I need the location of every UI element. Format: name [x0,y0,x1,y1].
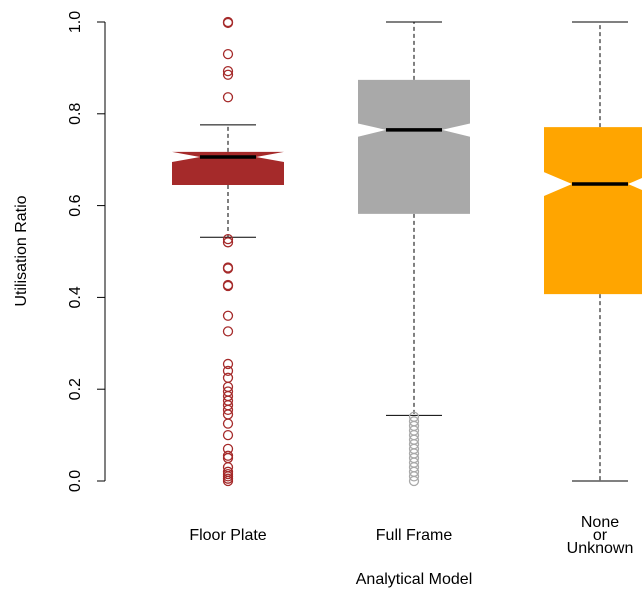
outlier [222,418,234,429]
outlier [222,429,234,441]
y-tick-label: 0.6 [67,194,84,216]
y-tick-label: 0.4 [67,286,84,308]
outlier [222,237,234,248]
outlier [222,326,234,337]
outlier [222,48,234,60]
outlier [222,92,234,103]
outlier [222,372,234,383]
outlier [222,69,234,80]
outlier [222,263,234,274]
box [544,127,642,295]
outlier [222,358,234,370]
y-tick-label: 0.2 [67,378,84,400]
outlier [408,471,420,482]
x-axis-title: Analytical Model [356,571,473,588]
box [358,79,470,214]
outlier [222,280,234,292]
y-tick-label: 1.0 [67,11,84,33]
outlier [222,310,234,321]
outlier [222,65,234,77]
outlier [222,17,234,29]
outlier [408,475,420,487]
y-tick-label: 0.8 [67,103,84,125]
outlier [222,365,234,376]
x-tick-label: None or Unknown [566,513,634,557]
outlier [222,404,234,416]
x-tick-label: Floor Plate [189,526,267,544]
y-tick-label: 0.0 [67,470,84,492]
y-axis-title: Utilisation Ratio [13,195,30,306]
outlier [222,475,234,487]
outlier [222,233,234,245]
box [172,151,284,185]
x-tick-label: Full Frame [375,526,453,544]
